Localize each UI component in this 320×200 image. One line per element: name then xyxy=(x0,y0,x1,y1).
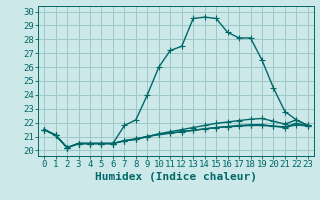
X-axis label: Humidex (Indice chaleur): Humidex (Indice chaleur) xyxy=(95,172,257,182)
